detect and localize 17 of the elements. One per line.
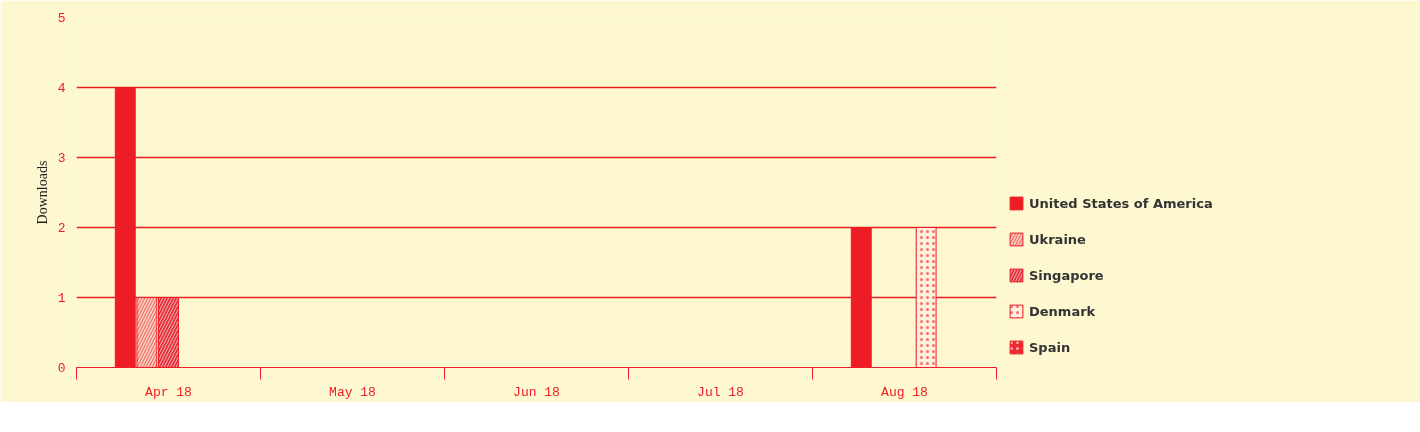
legend-label: Ukraine (1029, 231, 1086, 247)
y-tick-label: 2 (57, 221, 66, 236)
x-tick-label: May 18 (329, 384, 376, 400)
legend-label: Singapore (1029, 267, 1104, 283)
legend-label: Denmark (1029, 303, 1096, 319)
y-axis-title: Downloads (34, 160, 50, 225)
y-tick-label: 1 (57, 291, 66, 306)
legend-label: Spain (1029, 339, 1071, 355)
x-tick-label: Aug 18 (881, 384, 928, 400)
x-tick-label: Apr 18 (145, 384, 192, 400)
x-tick-label: Jul 18 (697, 384, 744, 400)
legend-label: United States of America (1029, 195, 1213, 211)
x-tick-label: Jun 18 (513, 384, 560, 400)
y-tick-label: 5 (57, 11, 66, 26)
y-tick-label: 0 (57, 361, 66, 376)
y-tick-label: 4 (57, 81, 66, 96)
y-tick-label: 3 (57, 151, 66, 166)
